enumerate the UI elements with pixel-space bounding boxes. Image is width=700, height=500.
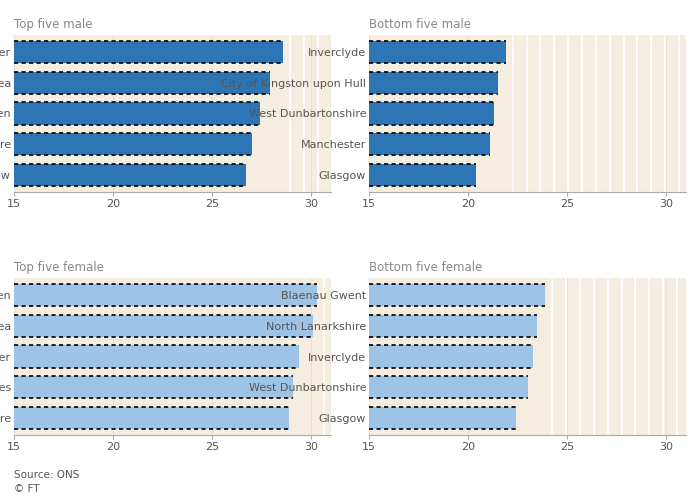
Text: Source: ONS
© FT: Source: ONS © FT — [14, 470, 79, 494]
Bar — [369, 41, 505, 63]
Bar — [14, 41, 284, 63]
Text: Bottom five female: Bottom five female — [369, 261, 482, 274]
Bar — [14, 346, 300, 368]
Bar — [369, 133, 490, 156]
Bar — [14, 102, 260, 124]
Text: Top five female: Top five female — [14, 261, 104, 274]
Bar — [369, 102, 494, 124]
Bar — [14, 133, 252, 156]
Bar — [14, 314, 313, 337]
Bar — [369, 314, 538, 337]
Bar — [14, 407, 289, 429]
Bar — [14, 284, 317, 306]
Bar — [369, 164, 476, 186]
Bar — [369, 376, 528, 398]
Bar — [14, 376, 293, 398]
Text: Top five male: Top five male — [14, 18, 92, 31]
Text: Bottom five male: Bottom five male — [369, 18, 471, 31]
Bar — [369, 72, 498, 94]
Bar — [369, 407, 516, 429]
Bar — [369, 346, 533, 368]
Bar — [369, 284, 545, 306]
Bar — [14, 72, 270, 94]
Bar — [14, 164, 246, 186]
